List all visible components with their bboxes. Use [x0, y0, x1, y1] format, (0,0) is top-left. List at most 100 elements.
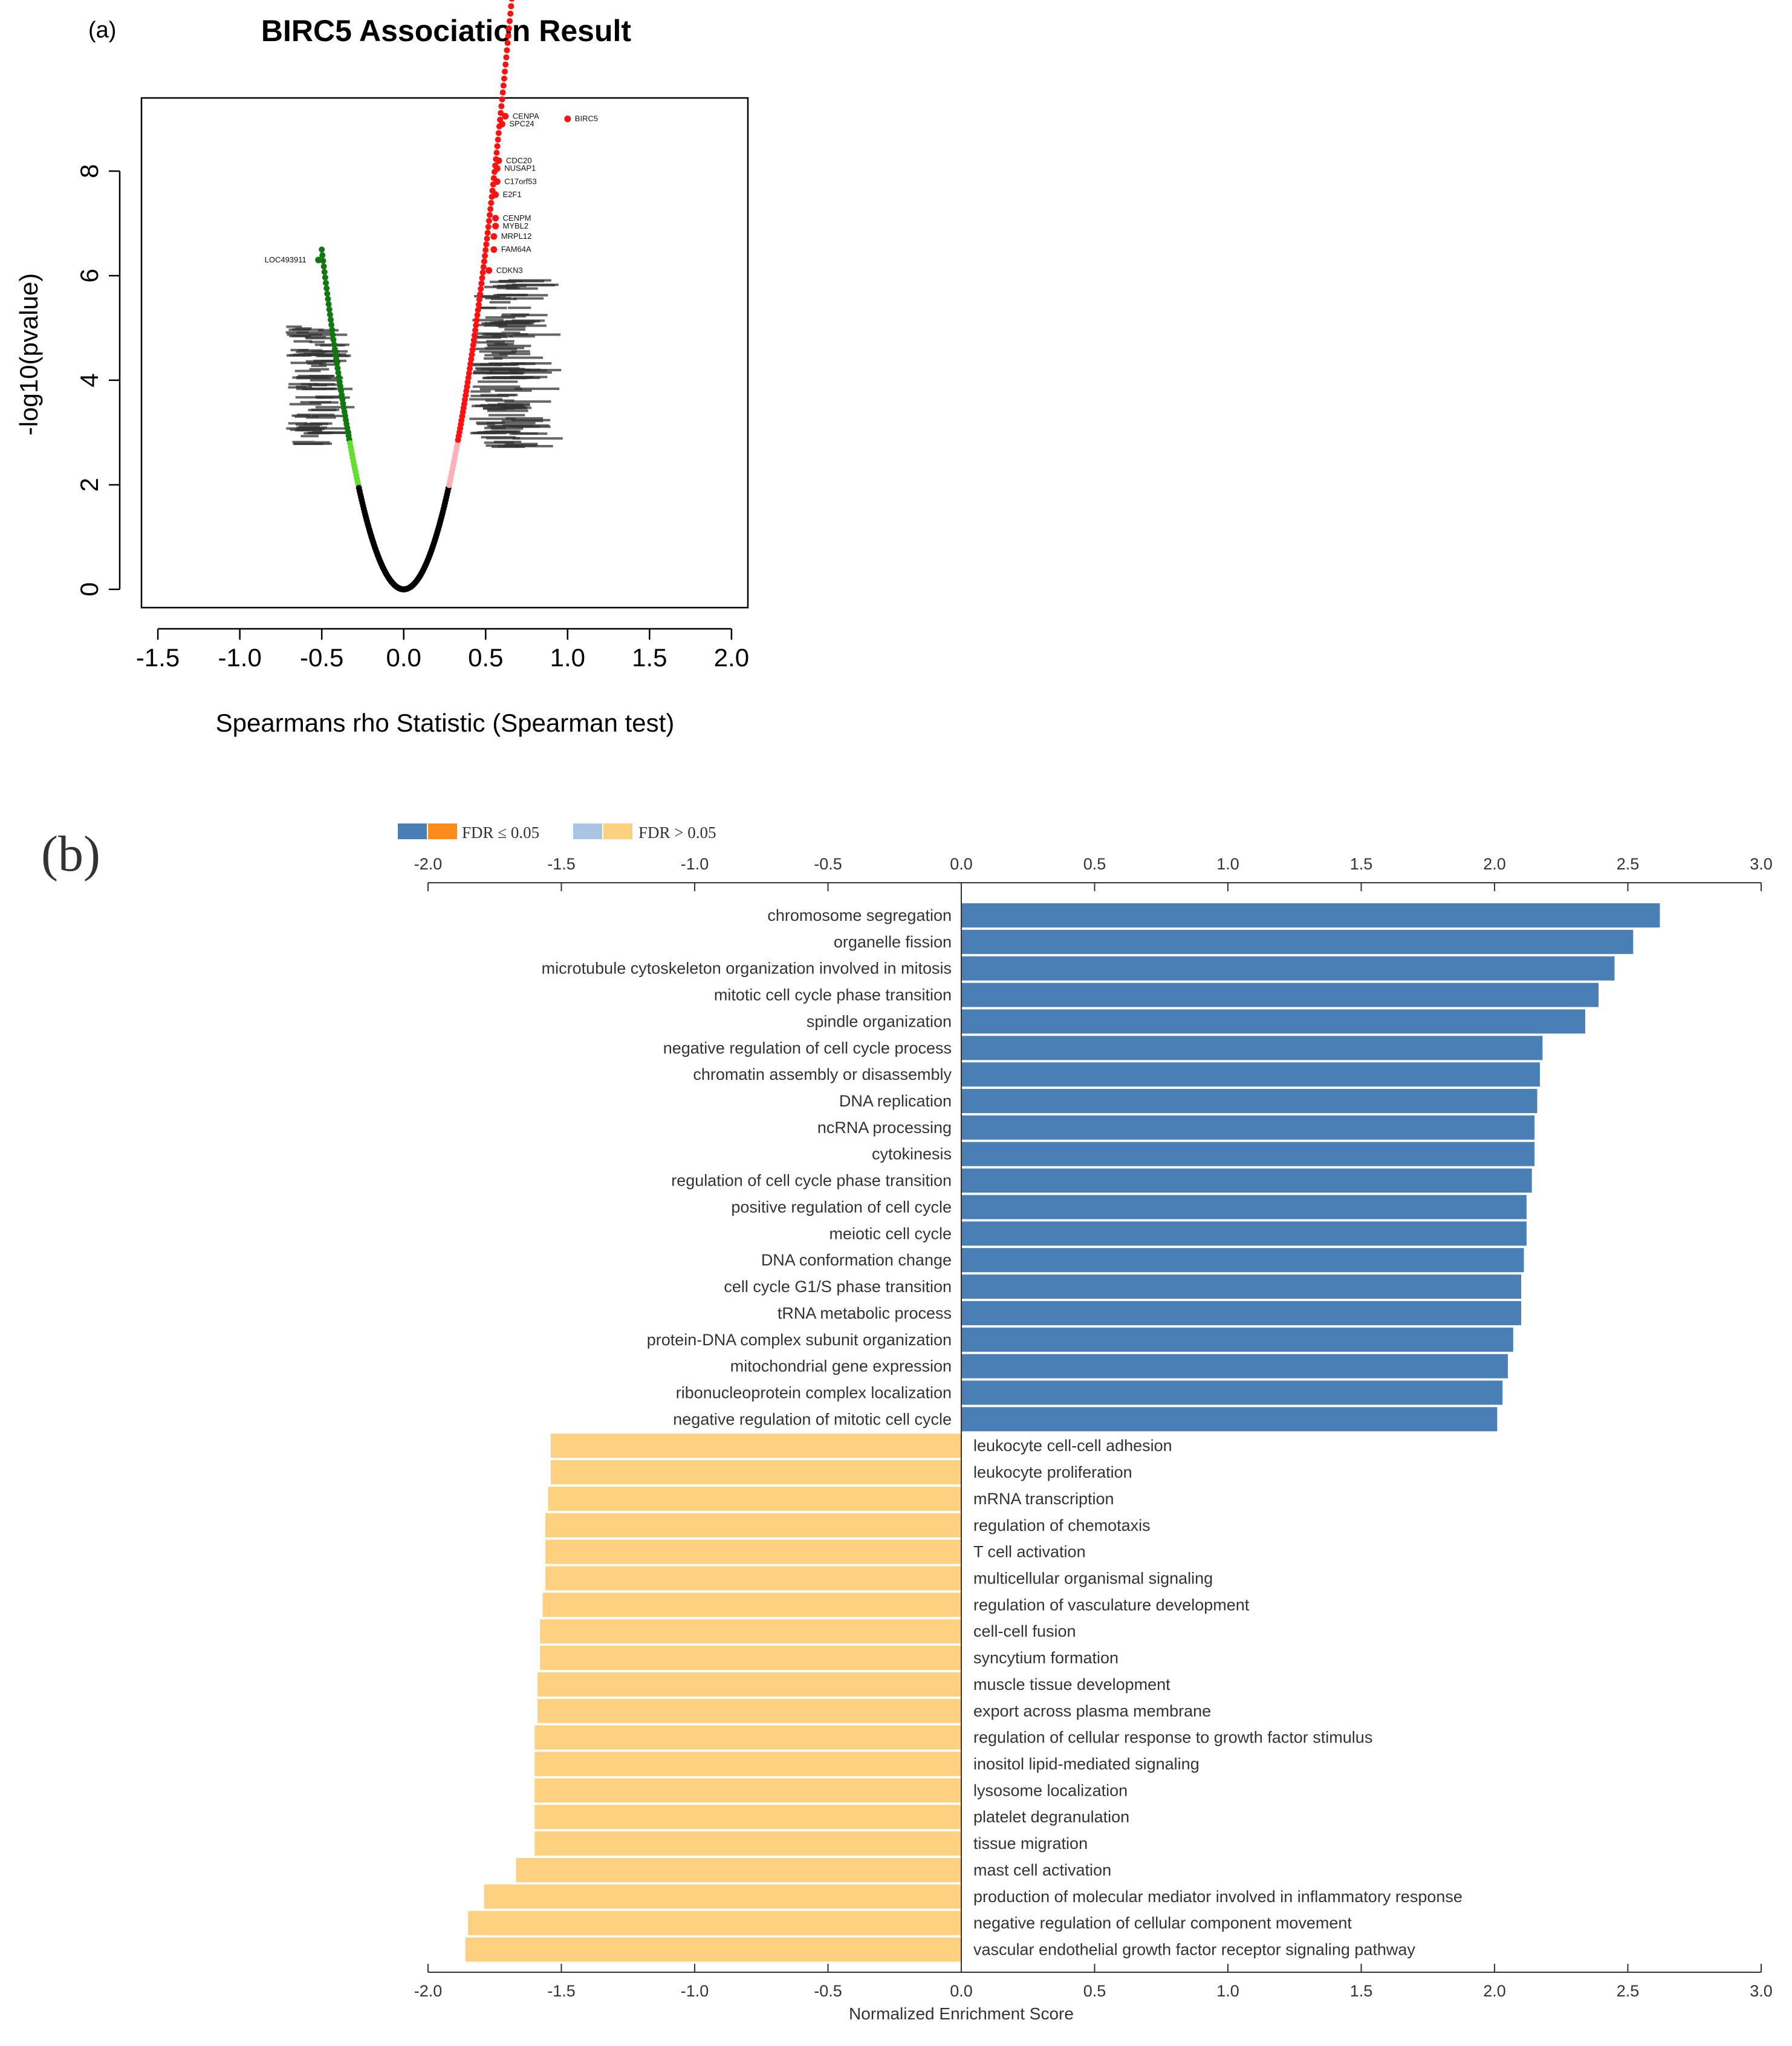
b-category-label: ncRNA processing [817, 1119, 952, 1137]
a-point-label: MYBL2 [503, 221, 529, 230]
a-clutter-mark [472, 319, 504, 322]
a-clutter-mark [492, 335, 513, 338]
a-point [464, 383, 470, 390]
a-point [482, 247, 489, 253]
a-clutter-mark [485, 333, 528, 336]
a-point [336, 378, 343, 385]
a-clutter-mark [305, 337, 334, 340]
panel-a-label: (a) [88, 18, 116, 43]
a-clutter-mark [303, 423, 329, 426]
a-point [325, 296, 331, 302]
b-category-label: T cell activation [973, 1543, 1086, 1561]
b-category-label: regulation of cell cycle phase transitio… [671, 1172, 952, 1190]
b-tick-label: 2.5 [1617, 855, 1640, 873]
a-point [472, 327, 479, 334]
a-point [470, 342, 476, 348]
a-point [468, 356, 475, 363]
a-clutter-mark [501, 313, 530, 316]
a-point [487, 206, 494, 212]
a-point-label: LOC493911 [265, 255, 307, 264]
a-clutter-mark [296, 331, 333, 334]
a-clutter-mark [474, 294, 506, 297]
b-bar [484, 1884, 961, 1909]
b-bar [534, 1831, 961, 1856]
a-clutter-mark [478, 380, 518, 383]
a-labeled-point [315, 256, 322, 264]
a-clutter-mark [487, 409, 528, 412]
a-y-tick-label: 6 [75, 268, 103, 282]
b-category-label: leukocyte proliferation [973, 1463, 1132, 1481]
panel-a-x-label: Spearmans rho Statistic (Spearman test) [216, 709, 675, 737]
a-clutter-mark [473, 385, 521, 388]
a-point [478, 285, 484, 292]
legend-nonsig-label: FDR > 0.05 [638, 823, 716, 842]
a-clutter-mark [511, 319, 545, 322]
b-bar [961, 956, 1615, 981]
b-tick-label: 1.5 [1350, 855, 1373, 873]
a-clutter-mark [497, 394, 518, 397]
a-point-label: BIRC5 [575, 114, 598, 123]
a-point [488, 200, 495, 206]
a-x-tick-label: 0.5 [468, 643, 503, 672]
legend-swatch-nonsig-neg [603, 823, 632, 839]
a-clutter-mark [311, 350, 348, 353]
a-clutter-mark [314, 431, 352, 434]
a-clutter-mark [493, 430, 519, 433]
a-clutter-mark [508, 279, 551, 282]
a-point [325, 301, 332, 308]
a-point [507, 18, 513, 24]
a-x-tick-label: -1.0 [218, 643, 261, 672]
a-clutter-mark [511, 432, 538, 435]
b-tick-label: 0.0 [950, 1982, 973, 2000]
a-point [324, 290, 331, 297]
a-clutter-mark [308, 333, 348, 336]
a-labeled-point [492, 191, 499, 198]
a-clutter-mark [505, 417, 544, 420]
a-point [469, 351, 475, 358]
b-category-label: negative regulation of cell cycle proces… [663, 1039, 952, 1057]
panel-b-label: (b) [41, 826, 100, 882]
a-point [474, 312, 481, 319]
b-tick-label: -0.5 [814, 855, 842, 873]
a-clutter-mark [508, 368, 531, 371]
a-clutter-mark [505, 443, 538, 446]
b-category-label: DNA replication [839, 1092, 952, 1110]
b-bar [961, 1354, 1508, 1379]
a-x-tick-label: -1.5 [136, 643, 180, 672]
a-clutter-mark [485, 316, 516, 319]
a-clutter-mark [510, 371, 552, 374]
a-point-label: E2F1 [503, 190, 522, 199]
a-clutter-mark [485, 297, 511, 300]
a-clutter-mark [292, 441, 315, 444]
b-bar [961, 1009, 1585, 1034]
a-clutter-mark [484, 324, 504, 327]
a-point [327, 316, 334, 323]
b-category-label: muscle tissue development [973, 1675, 1170, 1694]
a-clutter-mark [297, 429, 323, 432]
a-point [494, 143, 501, 149]
legend-swatch-sig-neg [428, 823, 457, 839]
a-point [502, 61, 509, 68]
b-category-label: mitotic cell cycle phase transition [714, 986, 952, 1004]
a-point-label: CENPA [513, 111, 539, 120]
b-bar [545, 1513, 961, 1538]
b-bar [961, 903, 1660, 927]
a-clutter-mark [297, 374, 334, 377]
a-clutter-mark [509, 335, 535, 338]
a-clutter-mark [315, 395, 341, 398]
a-labeled-point [493, 165, 501, 172]
b-category-label: mitochondrial gene expression [730, 1357, 952, 1375]
panel-a-y-axis: 0 2 4 6 8 [75, 164, 121, 596]
a-clutter-mark [487, 376, 531, 379]
a-clutter-mark [476, 421, 505, 424]
a-point [475, 307, 481, 313]
a-clutter-mark [493, 356, 544, 359]
a-clutter-mark [300, 435, 319, 438]
a-clutter-mark [493, 321, 530, 324]
a-clutter-mark [496, 324, 547, 327]
a-point [330, 336, 337, 343]
a-point [485, 218, 492, 224]
a-clutter-mark [473, 370, 493, 373]
a-labeled-point [495, 157, 502, 164]
